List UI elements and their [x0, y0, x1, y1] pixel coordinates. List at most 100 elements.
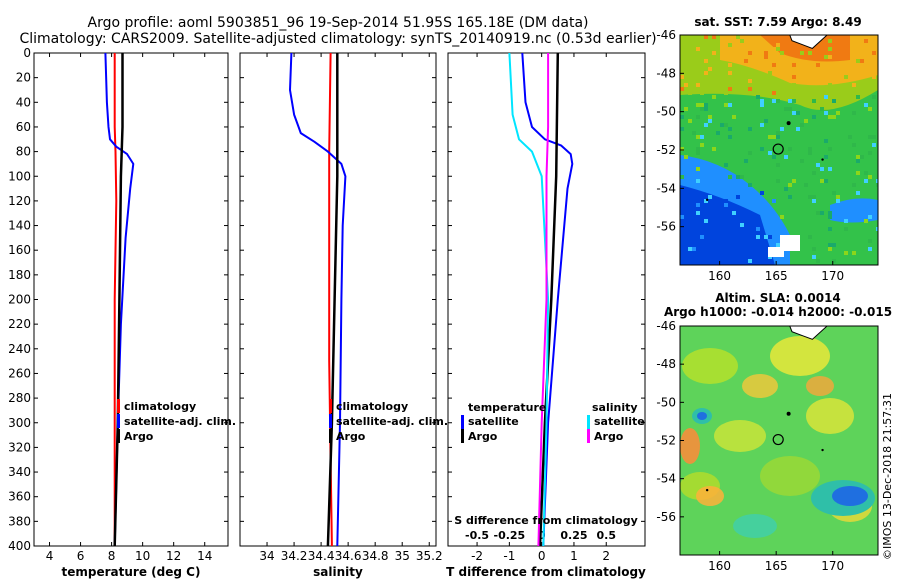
land-new-zealand [789, 35, 828, 49]
argo-position-marker [772, 433, 784, 446]
x-tick-label: 12 [166, 549, 181, 563]
legend-swatch-climatology [329, 399, 332, 413]
sla-map-title-1: Altim. SLA: 0.0014 [715, 291, 841, 305]
sst-map-title: sat. SST: 7.59 Argo: 8.49 [694, 15, 861, 29]
x-tick-label: 10 [135, 549, 150, 563]
s-tick-label: 0.25 [560, 529, 587, 542]
legend-label-t-argo: Argo [468, 430, 498, 443]
lat-tick-label: -52 [656, 143, 676, 157]
series-argo [113, 53, 124, 547]
x-tick-label: 35 [395, 549, 410, 563]
legend-label-climatology: climatology [336, 400, 408, 413]
y-tick-label: 260 [8, 366, 31, 380]
sst-map-panel: -46 -48 -50 -52 -54 -56 160 165 170 [656, 28, 879, 283]
legend-label-argo: Argo [336, 430, 366, 443]
salinity-legend: climatology satellite-adj. clim. Argo [329, 399, 448, 443]
x-tick-label: -2 [471, 549, 483, 563]
y-tick-label: 120 [8, 194, 31, 208]
x-tick-label: 14 [197, 549, 212, 563]
y-tick-label: 0 [23, 46, 31, 60]
lon-tick-label: 160 [708, 559, 731, 573]
x-tick-label: 34.6 [335, 549, 362, 563]
x-tick-label: 34.4 [308, 549, 335, 563]
y-tick-label: 140 [8, 219, 31, 233]
s-tick-label: 0.5 [596, 529, 616, 542]
island-auckland [786, 411, 791, 416]
lon-tick-label: 160 [708, 269, 731, 283]
temperature-xlabel: temperature (deg C) [62, 565, 201, 579]
title-line-2: Climatology: CARS2009. Satellite-adjuste… [19, 31, 656, 47]
island-campbell [821, 448, 824, 452]
legend-swatch-argo [329, 429, 332, 443]
lon-tick-label: 170 [821, 559, 844, 573]
y-tick-label: 100 [8, 169, 31, 183]
s-tick-label: 0 [538, 529, 546, 542]
x-tick-label: 6 [77, 549, 85, 563]
x-tick-label: 0 [538, 549, 546, 563]
y-tick-label: 200 [8, 293, 31, 307]
legend-label-t-satellite: satellite [468, 415, 519, 428]
s-tick-label: -0.25 [494, 529, 526, 542]
sla-field [680, 326, 878, 555]
island-macquarie [705, 198, 709, 202]
credit-text: ©IMOS 13-Dec-2018 21:57:31 [881, 393, 894, 560]
y-tick-label: 220 [8, 317, 31, 331]
lat-tick-label: -54 [656, 472, 676, 486]
s-tick-label: -0.5 [465, 529, 489, 542]
x-tick-label: 1 [570, 549, 578, 563]
y-tick-label: 320 [8, 440, 31, 454]
difference-panel: -2 -1 0 1 2 -0.5 -0.25 0 0.25 0.5 [447, 52, 646, 563]
y-tick-label: 180 [8, 268, 31, 282]
salinity-panel: 34 34.2 34.4 34.6 34.8 35 35.2 [239, 52, 443, 563]
title-line-1: Argo profile: aoml 5903851_96 19-Sep-201… [88, 15, 589, 31]
y-tick-label: 40 [16, 95, 31, 109]
difference-legend: temperature satellite Argo salinity sate… [461, 401, 645, 443]
lat-tick-label: -52 [656, 434, 676, 448]
island-auckland [786, 121, 791, 126]
legend-swatch-climatology [117, 399, 120, 413]
salinity-xlabel: salinity [313, 565, 363, 579]
lat-tick-label: -50 [656, 395, 676, 409]
x-tick-label: 8 [108, 549, 116, 563]
lon-tick-label: 165 [765, 559, 788, 573]
legend-label-s-argo: Argo [594, 430, 624, 443]
sla-map-panel: -46 -48 -50 -52 -54 -56 160 165 170 [656, 319, 879, 573]
legend-swatch-t-satellite [461, 415, 464, 429]
lat-tick-label: -46 [656, 28, 676, 42]
legend-title-temperature: temperature [468, 401, 546, 414]
legend-label-satellite: satellite-adj. clim. [124, 415, 236, 428]
y-tick-label: 340 [8, 465, 31, 479]
x-tick-label: 34.2 [281, 549, 308, 563]
series-climatology [113, 53, 118, 546]
y-tick-label: 360 [8, 490, 31, 504]
sst-field [680, 35, 878, 265]
legend-swatch-s-argo [587, 429, 590, 443]
y-tick-label: 80 [16, 145, 31, 159]
legend-swatch-satellite [117, 414, 120, 428]
legend-swatch-t-argo [461, 429, 464, 443]
x-tick-label: -1 [503, 549, 515, 563]
legend-label-argo: Argo [124, 430, 154, 443]
series-satellite-adj-clim- [289, 52, 347, 547]
series-s-satellite [508, 52, 550, 547]
y-tick-label: 380 [8, 514, 31, 528]
y-tick-label: 160 [8, 243, 31, 257]
x-tick-label: 34 [259, 549, 274, 563]
series-satellite-adj-clim- [104, 52, 135, 547]
series-s-argo [537, 53, 550, 547]
temperature-panel: 0 20 40 60 80 100 120 140 160 180 200 220 240 260 280 3… [8, 46, 229, 563]
temperature-legend: climatology satellite-adj. clim. Argo [117, 399, 236, 443]
y-tick-label: 280 [8, 391, 31, 405]
island-macquarie [705, 488, 709, 492]
lat-tick-label: -50 [656, 105, 676, 119]
lat-tick-label: -56 [656, 510, 676, 524]
legend-swatch-argo [117, 429, 120, 443]
legend-title-salinity: salinity [592, 401, 638, 414]
lon-tick-label: 170 [821, 269, 844, 283]
s-difference-xlabel: S difference from climatology [454, 514, 638, 527]
land-new-zealand [789, 326, 828, 340]
legend-swatch-satellite [329, 414, 332, 428]
lat-tick-label: -46 [656, 319, 676, 333]
y-tick-label: 240 [8, 342, 31, 356]
